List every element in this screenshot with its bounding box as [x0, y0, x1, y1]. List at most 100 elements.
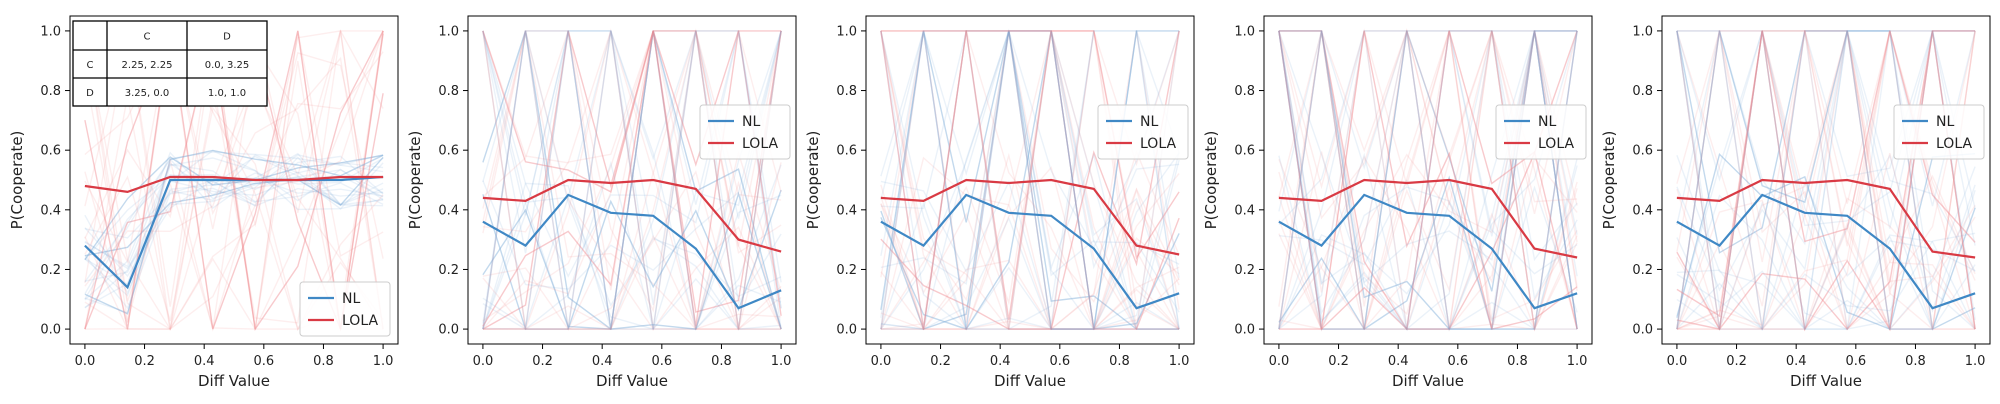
payoff-cell: 2.25, 2.25	[122, 60, 173, 71]
x-tick-label: 0.8	[1905, 354, 1926, 369]
legend: NL LOLA	[1894, 105, 1984, 159]
x-tick-label: 1.0	[1567, 354, 1588, 369]
y-tick-label: 0.6	[40, 144, 61, 159]
x-tick-label: 0.4	[1786, 354, 1807, 369]
chart-panel-3: 0.0 0.2 0.4 0.6 0.8 1.0 0.0 0.2 0.4 0.6 0.8 1.0 Diff…	[804, 16, 1194, 390]
y-tick-label: 1.0	[40, 24, 61, 39]
y-tick-label: 1.0	[1234, 24, 1255, 39]
x-axis-label: Diff Value	[1392, 372, 1464, 390]
x-tick-label: 0.0	[1269, 354, 1290, 369]
y-tick-label: 0.8	[1632, 84, 1653, 99]
legend-label-lola: LOLA	[1140, 136, 1176, 152]
legend-label-nl: NL	[1936, 114, 1954, 130]
legend: NL LOLA	[300, 282, 390, 336]
individual-runs	[1677, 31, 1975, 329]
x-tick-label: 0.2	[930, 354, 951, 369]
y-tick-label: 0.4	[438, 203, 459, 218]
payoff-cell: D	[86, 88, 94, 99]
y-tick-label: 0.0	[438, 323, 459, 338]
y-axis-label: P(Cooperate)	[406, 131, 424, 230]
y-tick-label: 1.0	[1632, 24, 1653, 39]
x-tick-label: 0.4	[592, 354, 613, 369]
x-tick-label: 0.8	[1109, 354, 1130, 369]
x-tick-label: 0.6	[1447, 354, 1468, 369]
x-axis-label: Diff Value	[994, 372, 1066, 390]
payoff-cell: 3.25, 0.0	[125, 88, 170, 99]
x-tick-label: 1.0	[771, 354, 792, 369]
y-tick-label: 0.6	[1632, 144, 1653, 159]
y-axis-label: P(Cooperate)	[1600, 131, 1618, 230]
lola-run-line	[881, 31, 1179, 329]
x-axis-label: Diff Value	[198, 372, 270, 390]
x-tick-label: 0.0	[1667, 354, 1688, 369]
legend-label-nl: NL	[342, 291, 360, 307]
x-tick-label: 0.4	[990, 354, 1011, 369]
legend-label-lola: LOLA	[1538, 136, 1574, 152]
x-tick-label: 0.6	[1049, 354, 1070, 369]
payoff-cell: C	[87, 60, 94, 71]
y-tick-label: 0.4	[1234, 203, 1255, 218]
chart-panel-2: 0.0 0.2 0.4 0.6 0.8 1.0 0.0 0.2 0.4 0.6 0.8 1.0 Diff…	[406, 16, 796, 390]
y-tick-label: 0.2	[40, 263, 61, 278]
y-axis-label: P(Cooperate)	[1202, 131, 1220, 230]
x-tick-label: 1.0	[1965, 354, 1986, 369]
x-tick-label: 0.2	[1328, 354, 1349, 369]
x-tick-label: 0.2	[1726, 354, 1747, 369]
individual-runs	[1279, 31, 1577, 329]
y-axis-label: P(Cooperate)	[804, 131, 822, 230]
legend-label-lola: LOLA	[342, 313, 378, 329]
y-tick-label: 0.6	[438, 144, 459, 159]
x-axis-label: Diff Value	[1790, 372, 1862, 390]
x-tick-label: 0.0	[871, 354, 892, 369]
y-tick-label: 0.4	[1632, 203, 1653, 218]
payoff-cell: C	[144, 32, 151, 43]
y-tick-label: 0.2	[1234, 263, 1255, 278]
y-tick-label: 0.4	[40, 203, 61, 218]
y-tick-label: 0.6	[836, 144, 857, 159]
x-axis-label: Diff Value	[596, 372, 668, 390]
y-tick-label: 0.6	[1234, 144, 1255, 159]
legend-label-lola: LOLA	[1936, 136, 1972, 152]
y-tick-label: 0.0	[836, 323, 857, 338]
x-tick-label: 1.0	[1169, 354, 1190, 369]
x-tick-label: 1.0	[373, 354, 394, 369]
y-tick-label: 1.0	[836, 24, 857, 39]
legend-label-nl: NL	[1140, 114, 1158, 130]
legend: NL LOLA	[1098, 105, 1188, 159]
x-tick-label: 0.8	[711, 354, 732, 369]
payoff-cell: 0.0, 3.25	[205, 60, 250, 71]
legend-label-lola: LOLA	[742, 136, 778, 152]
y-tick-label: 0.2	[438, 263, 459, 278]
legend-label-nl: NL	[742, 114, 760, 130]
legend: NL LOLA	[700, 105, 790, 159]
individual-runs	[483, 31, 781, 329]
x-tick-label: 0.4	[194, 354, 215, 369]
payoff-cell: 1.0, 1.0	[208, 88, 246, 99]
x-tick-label: 0.8	[313, 354, 334, 369]
y-tick-label: 0.8	[836, 84, 857, 99]
x-tick-label: 0.6	[651, 354, 672, 369]
y-tick-label: 0.2	[836, 263, 857, 278]
x-tick-label: 0.6	[1845, 354, 1866, 369]
x-tick-label: 0.0	[75, 354, 96, 369]
y-tick-label: 0.2	[1632, 263, 1653, 278]
x-tick-label: 0.8	[1507, 354, 1528, 369]
y-tick-label: 0.8	[438, 84, 459, 99]
x-tick-label: 0.6	[253, 354, 274, 369]
payoff-cell: D	[223, 32, 231, 43]
x-tick-label: 0.4	[1388, 354, 1409, 369]
y-tick-label: 1.0	[438, 24, 459, 39]
y-tick-label: 0.8	[1234, 84, 1255, 99]
x-tick-label: 0.0	[473, 354, 494, 369]
y-tick-label: 0.4	[836, 203, 857, 218]
x-tick-label: 0.2	[134, 354, 155, 369]
y-tick-label: 0.0	[40, 323, 61, 338]
y-axis-label: P(Cooperate)	[8, 131, 26, 230]
x-tick-label: 0.2	[532, 354, 553, 369]
